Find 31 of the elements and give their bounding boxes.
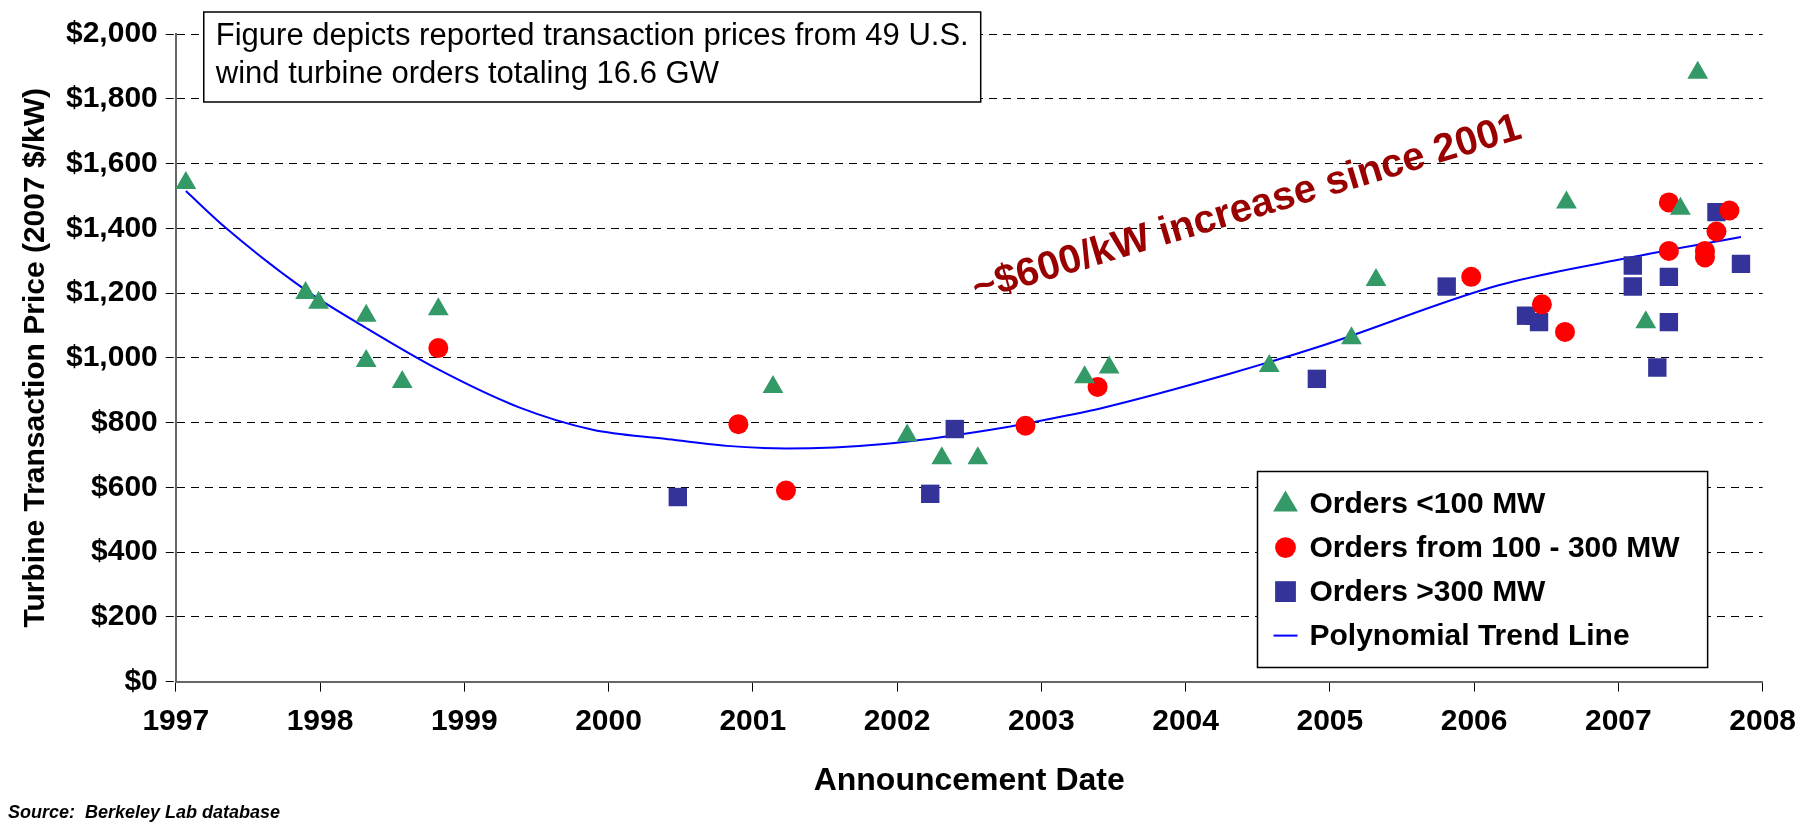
x-tick-label: 1997 xyxy=(142,702,210,736)
y-tick-label: $400 xyxy=(91,533,158,567)
y-tick-label: $1,600 xyxy=(65,144,158,178)
y-tick-label: $1,400 xyxy=(65,209,158,243)
x-axis-title: Announcement Date xyxy=(813,760,1125,797)
y-tick-label: $1,000 xyxy=(65,339,158,373)
y-tick-label: $0 xyxy=(124,662,158,696)
y-tick-label: $600 xyxy=(91,468,158,502)
x-tick-label: 2006 xyxy=(1440,702,1508,736)
y-tick-label: $800 xyxy=(91,403,158,437)
annotation: Figure depicts reported transaction prices from 49 U.S. wind turbine orders totaling 16.6 GW xyxy=(214,17,969,91)
x-tick-label: 1998 xyxy=(286,702,354,736)
x-tick-label: 2005 xyxy=(1296,702,1364,736)
y-tick-label: $1,800 xyxy=(65,80,158,114)
legend-label: Polynomial Trend Line xyxy=(1309,617,1630,651)
x-tick-label: 2004 xyxy=(1152,702,1220,736)
x-tick-label: 2008 xyxy=(1729,702,1797,736)
x-tick-label: 1999 xyxy=(430,702,498,736)
x-tick-label: 2003 xyxy=(1007,702,1075,736)
legend-label: Orders from 100 - 300 MW xyxy=(1309,529,1681,563)
legend-label: Orders <100 MW xyxy=(1309,485,1547,519)
legend-label: Orders >300 MW xyxy=(1309,573,1547,607)
x-tick-label: 2007 xyxy=(1584,702,1652,736)
y-axis-title: Turbine Transaction Price (2007 $/kW) xyxy=(17,87,51,628)
x-tick-label: 2002 xyxy=(863,702,931,736)
source-note: Source: Berkeley Lab database xyxy=(8,801,281,822)
y-tick-label: $2,000 xyxy=(65,15,158,49)
y-tick-label: $200 xyxy=(91,598,158,632)
x-tick-label: 2001 xyxy=(719,702,787,736)
x-tick-label: 2000 xyxy=(575,702,642,736)
y-tick-label: $1,200 xyxy=(65,274,158,308)
